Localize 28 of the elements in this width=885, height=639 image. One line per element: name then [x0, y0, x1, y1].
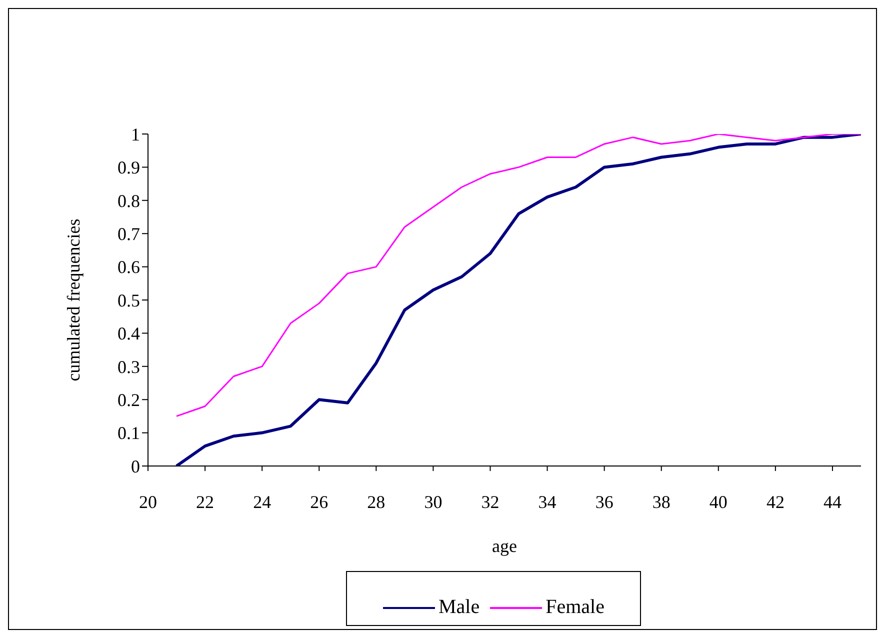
- x-tick-label: 38: [652, 492, 670, 512]
- x-tick-label: 44: [823, 492, 842, 512]
- x-tick-label: 22: [196, 492, 214, 512]
- x-tick-label: 26: [310, 492, 328, 512]
- y-tick-label: 0.1: [118, 423, 140, 444]
- y-tick-label: 1: [131, 124, 140, 144]
- legend-label: Male: [438, 596, 480, 619]
- y-tick-label: 0.4: [118, 324, 140, 344]
- y-tick-label: 0.5: [118, 290, 140, 310]
- x-tick-label: 24: [253, 492, 272, 512]
- x-tick-label: 40: [709, 492, 728, 512]
- y-tick-label: 0.2: [118, 390, 140, 410]
- y-tick-label: 0.8: [118, 190, 140, 211]
- x-tick-label: 34: [538, 492, 556, 512]
- x-tick-label: 32: [481, 492, 500, 512]
- y-tick-label: 0.6: [118, 257, 140, 278]
- x-tick-label: 42: [766, 492, 784, 512]
- legend-label: Female: [546, 596, 604, 619]
- x-tick-label: 30: [424, 492, 442, 512]
- y-tick-label: 0.9: [118, 158, 140, 178]
- y-tick-label: 0.7: [118, 224, 140, 244]
- y-axis-title: cumulated frequencies: [63, 218, 84, 382]
- x-tick-label: 36: [595, 492, 614, 512]
- x-tick-label: 20: [139, 492, 157, 512]
- x-axis-title: age: [492, 536, 517, 556]
- y-tick-label: 0: [131, 456, 140, 476]
- y-tick-label: 0.3: [118, 356, 140, 377]
- x-tick-label: 28: [367, 492, 386, 512]
